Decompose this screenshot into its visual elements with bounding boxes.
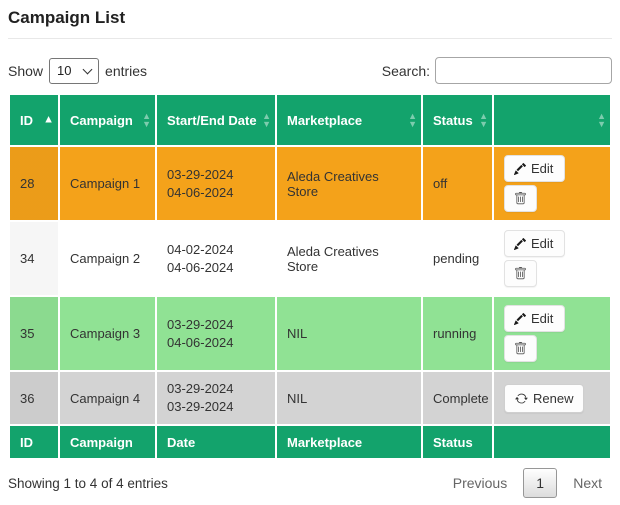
sort-both-icon: ▲ ▼ bbox=[479, 111, 488, 129]
campaign-table: ID ▲ Campaign ▲ ▼ Start/End Date ▲ ▼ Marke… bbox=[8, 93, 612, 460]
cell-marketplace: Aleda Creatives Store bbox=[277, 222, 421, 295]
header-marketplace[interactable]: Marketplace ▲ ▼ bbox=[277, 95, 421, 145]
cell-marketplace: Aleda Creatives Store bbox=[277, 147, 421, 220]
table-bottom-bar: Showing 1 to 4 of 4 entries Previous 1 N… bbox=[8, 468, 612, 498]
pencil-icon bbox=[514, 237, 526, 250]
edit-button[interactable]: Edit bbox=[504, 155, 566, 182]
sort-both-icon: ▲ ▼ bbox=[142, 111, 151, 129]
footer-id: ID bbox=[10, 426, 58, 458]
pencil-icon bbox=[514, 162, 526, 175]
pagination-previous[interactable]: Previous bbox=[452, 475, 508, 491]
cell-campaign: Campaign 3 bbox=[60, 297, 155, 370]
cell-marketplace: NIL bbox=[277, 372, 421, 424]
entries-select[interactable]: 10 bbox=[49, 57, 100, 84]
cell-campaign: Campaign 4 bbox=[60, 372, 155, 424]
table-controls: Show 10 entries Search: bbox=[8, 57, 612, 84]
trash-icon bbox=[514, 192, 527, 205]
sort-both-icon: ▲ ▼ bbox=[262, 111, 271, 129]
cell-dates: 03-29-2024 04-06-2024 bbox=[157, 147, 275, 220]
cell-id: 28 bbox=[10, 147, 58, 220]
cell-status: off bbox=[423, 147, 492, 220]
header-start-end-date[interactable]: Start/End Date ▲ ▼ bbox=[157, 95, 275, 145]
cell-status: pending bbox=[423, 222, 492, 295]
footer-status: Status bbox=[423, 426, 492, 458]
pencil-icon bbox=[514, 312, 526, 325]
table-header-row: ID ▲ Campaign ▲ ▼ Start/End Date ▲ ▼ Marke… bbox=[10, 95, 610, 145]
sort-asc-icon: ▲ bbox=[43, 113, 54, 126]
delete-button[interactable] bbox=[504, 260, 537, 287]
pagination-next[interactable]: Next bbox=[573, 475, 602, 491]
title-divider bbox=[8, 38, 612, 39]
edit-button[interactable]: Edit bbox=[504, 305, 566, 332]
entries-select-wrap: 10 bbox=[49, 57, 100, 84]
page-length-control: Show 10 entries bbox=[8, 57, 148, 84]
table-row: 36 Campaign 4 03-29-2024 03-29-2024 NIL … bbox=[10, 372, 610, 424]
footer-marketplace: Marketplace bbox=[277, 426, 421, 458]
cell-campaign: Campaign 1 bbox=[60, 147, 155, 220]
show-label: Show bbox=[8, 62, 44, 79]
cell-actions: Edit bbox=[494, 297, 610, 370]
cell-status: running bbox=[423, 297, 492, 370]
cell-dates: 04-02-2024 04-06-2024 bbox=[157, 222, 275, 295]
delete-button[interactable] bbox=[504, 335, 537, 362]
cell-id: 35 bbox=[10, 297, 58, 370]
pagination: Previous 1 Next bbox=[443, 468, 612, 498]
refresh-icon bbox=[515, 392, 528, 405]
cell-actions: Edit bbox=[494, 222, 610, 295]
search-input[interactable] bbox=[435, 57, 612, 84]
cell-actions: Edit bbox=[494, 147, 610, 220]
cell-marketplace: NIL bbox=[277, 297, 421, 370]
pagination-page-1[interactable]: 1 bbox=[523, 468, 558, 498]
cell-id: 36 bbox=[10, 372, 58, 424]
entries-label: entries bbox=[105, 62, 148, 79]
table-row: 28 Campaign 1 03-29-2024 04-06-2024 Aled… bbox=[10, 147, 610, 220]
cell-id: 34 bbox=[10, 222, 58, 295]
sort-both-icon: ▲ ▼ bbox=[597, 111, 606, 129]
search-control: Search: bbox=[382, 57, 612, 84]
header-status[interactable]: Status ▲ ▼ bbox=[423, 95, 492, 145]
cell-status: Complete bbox=[423, 372, 492, 424]
header-campaign[interactable]: Campaign ▲ ▼ bbox=[60, 95, 155, 145]
cell-dates: 03-29-2024 04-06-2024 bbox=[157, 297, 275, 370]
table-row: 34 Campaign 2 04-02-2024 04-06-2024 Aled… bbox=[10, 222, 610, 295]
cell-campaign: Campaign 2 bbox=[60, 222, 155, 295]
table-footer-row: ID Campaign Date Marketplace Status bbox=[10, 426, 610, 458]
footer-campaign: Campaign bbox=[60, 426, 155, 458]
renew-button[interactable]: Renew bbox=[504, 383, 585, 413]
table-row: 35 Campaign 3 03-29-2024 04-06-2024 NIL … bbox=[10, 297, 610, 370]
entries-info: Showing 1 to 4 of 4 entries bbox=[8, 475, 168, 491]
header-id[interactable]: ID ▲ bbox=[10, 95, 58, 145]
footer-date: Date bbox=[157, 426, 275, 458]
search-label: Search: bbox=[381, 62, 430, 79]
page-title: Campaign List bbox=[8, 8, 126, 27]
footer-actions bbox=[494, 426, 610, 458]
sort-both-icon: ▲ ▼ bbox=[408, 111, 417, 129]
edit-button[interactable]: Edit bbox=[504, 230, 566, 257]
cell-dates: 03-29-2024 03-29-2024 bbox=[157, 372, 275, 424]
cell-actions: Renew bbox=[494, 372, 610, 424]
delete-button[interactable] bbox=[504, 185, 537, 212]
header-actions[interactable]: ▲ ▼ bbox=[494, 95, 610, 145]
trash-icon bbox=[514, 267, 527, 280]
trash-icon bbox=[514, 342, 527, 355]
